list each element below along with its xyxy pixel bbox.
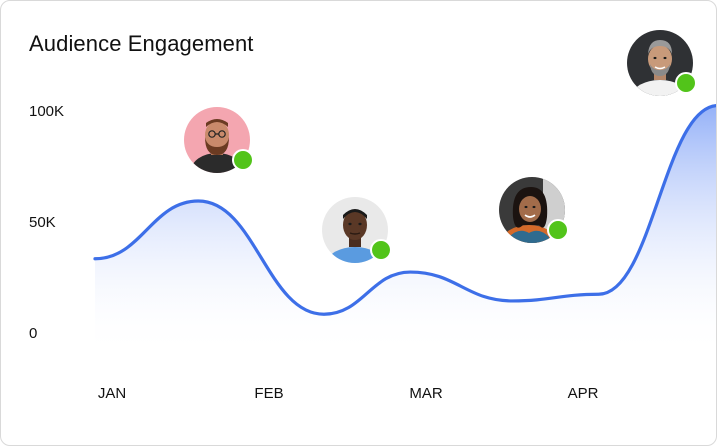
x-tick-label: MAR: [409, 385, 443, 402]
user-avatar-3[interactable]: [499, 177, 569, 243]
x-tick-label: FEB: [254, 385, 283, 402]
engagement-line: [93, 104, 716, 316]
user-avatar-4[interactable]: [627, 30, 697, 96]
online-status-dot: [232, 149, 254, 171]
y-axis-ticks: 100K 50K 0: [29, 103, 64, 342]
online-status-dot: [675, 72, 697, 94]
avatar-photo: [322, 197, 388, 263]
online-status-dot: [370, 239, 392, 261]
user-avatar-2[interactable]: [322, 197, 392, 263]
online-status-dot: [547, 219, 569, 241]
engagement-area: [95, 105, 716, 356]
x-axis-ticks: JAN FEB MAR APR: [98, 385, 599, 402]
x-tick-label: APR: [568, 385, 599, 402]
y-tick-label: 100K: [29, 103, 64, 120]
y-tick-label: 0: [29, 325, 37, 342]
y-tick-label: 50K: [29, 214, 56, 231]
user-avatar-1[interactable]: [184, 107, 254, 173]
chart-title: Audience Engagement: [29, 31, 254, 56]
x-tick-label: JAN: [98, 385, 126, 402]
